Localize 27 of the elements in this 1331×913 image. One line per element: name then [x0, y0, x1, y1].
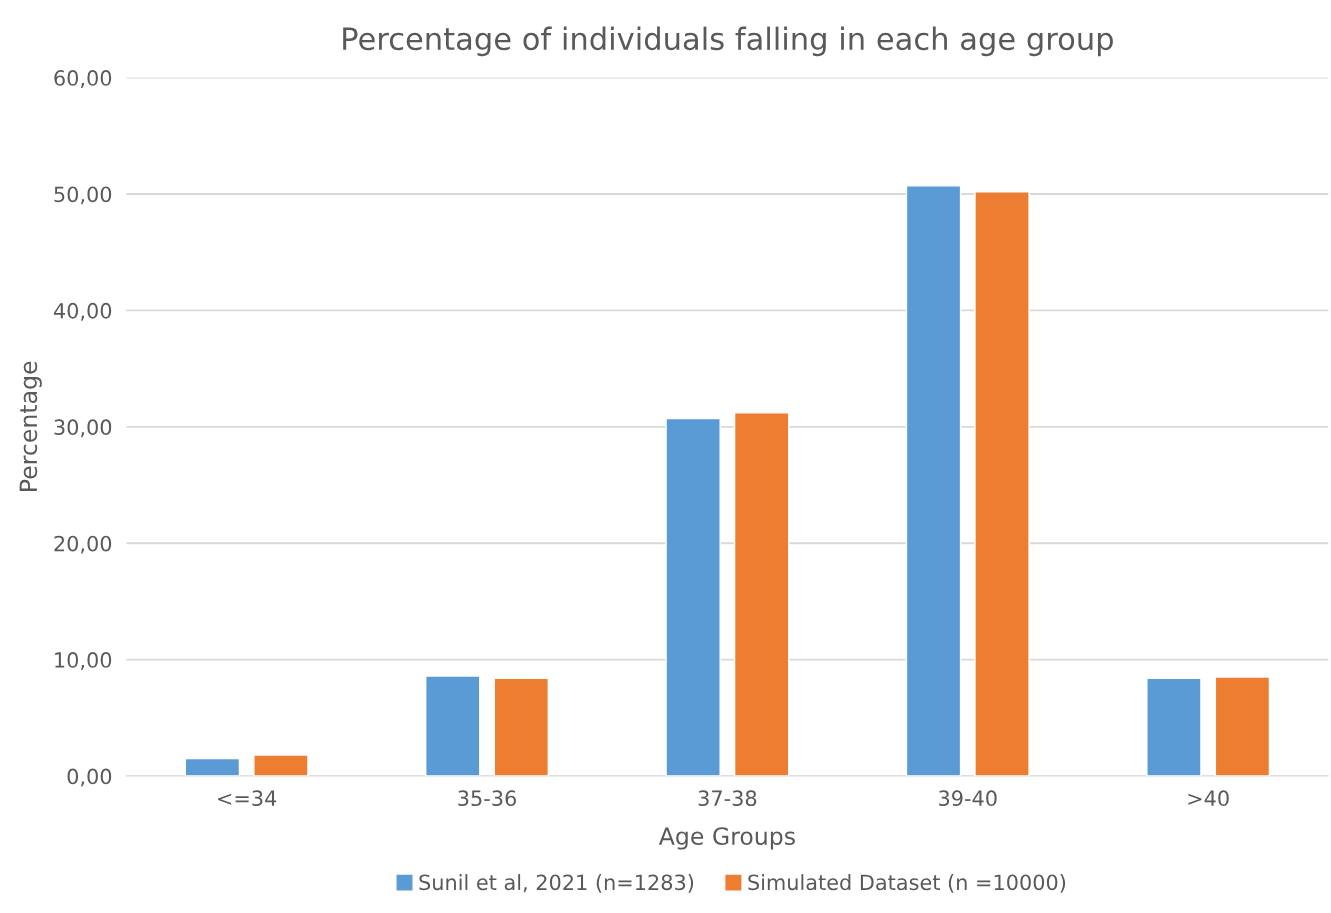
y-tick-label: 20,00 [54, 535, 112, 554]
bar [905, 185, 962, 777]
x-tick-label: 39-40 [939, 790, 997, 807]
bar [974, 190, 1030, 777]
bar [184, 757, 241, 777]
y-tick-label: 0,00 [67, 768, 112, 787]
bar [253, 754, 309, 777]
bar [665, 417, 721, 777]
y-tick-label: 50,00 [54, 186, 112, 205]
y-tick-label: 40,00 [53, 302, 112, 321]
bar [1146, 677, 1202, 777]
bar [1214, 676, 1271, 777]
bar [425, 675, 481, 777]
y-axis-title: Percentage [19, 361, 42, 491]
x-tick-label: <=34 [218, 790, 277, 807]
x-axis-title: Age Groups [658, 827, 795, 850]
y-tick-label: 10,00 [55, 652, 112, 670]
legend-label: Simulated Dataset (n =10000) [748, 874, 1066, 893]
y-tick-label: 60,00 [54, 70, 112, 88]
bar [493, 677, 550, 777]
legend-label: Sunil et al, 2021 (n=1283) [419, 874, 694, 893]
x-tick-label: 37-38 [698, 790, 757, 807]
chart-title: Percentage of individuals falling in each age group [343, 26, 1113, 57]
y-tick-label: 30,00 [54, 419, 112, 438]
x-tick-label: 35-36 [458, 790, 516, 807]
x-tick-label: >40 [1188, 790, 1229, 807]
bar [733, 412, 790, 777]
